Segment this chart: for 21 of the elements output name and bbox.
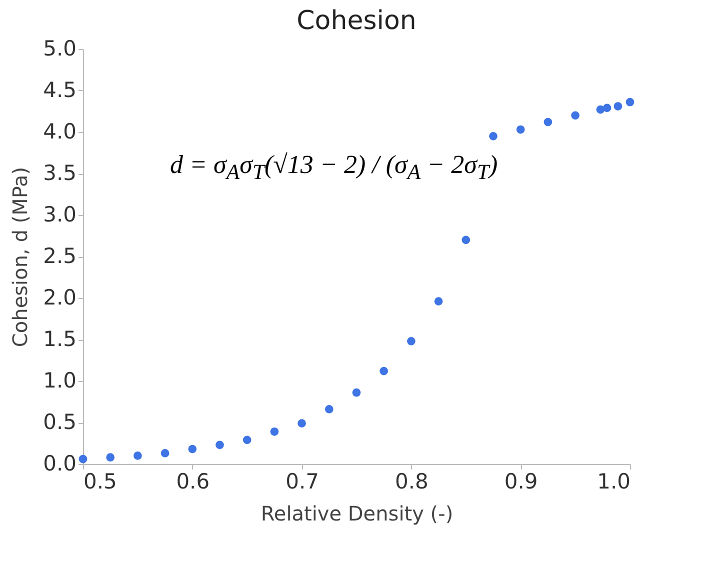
x-tick-label: 0.6 — [176, 470, 210, 494]
chart-title: Cohesion — [296, 6, 416, 36]
x-tick-label: 1.0 — [597, 470, 630, 494]
x-tick-label: 0.9 — [504, 470, 538, 494]
y-tick-label: 1.5 — [43, 327, 76, 351]
y-tick-label: 1.0 — [43, 368, 76, 392]
y-tick-label: 4.0 — [43, 120, 76, 144]
y-tick-label: 3.0 — [43, 202, 76, 226]
x-tick-label: 0.7 — [286, 470, 320, 494]
x-tick-label: 0.5 — [84, 470, 117, 494]
text: d = σ$_{A}$σ$_{T}$(√13 − 2) / (σ$_{A}$ − 2σ$_{T}$) — [170, 150, 498, 184]
y-axis-title: Cohesion, d (MPa) — [8, 166, 32, 348]
x-axis-title: Relative Density (-) — [260, 502, 454, 526]
y-tick-label: 0.0 — [43, 452, 76, 476]
x-tick-label: 0.8 — [394, 470, 428, 494]
y-tick-label: 2.0 — [43, 286, 76, 310]
y-tick-label: 3.5 — [43, 161, 76, 185]
y-tick-label: 5.0 — [43, 36, 76, 60]
y-tick-label: 0.5 — [43, 410, 76, 434]
y-tick-label: 2.5 — [43, 244, 76, 268]
y-tick-label: 4.5 — [43, 78, 76, 102]
